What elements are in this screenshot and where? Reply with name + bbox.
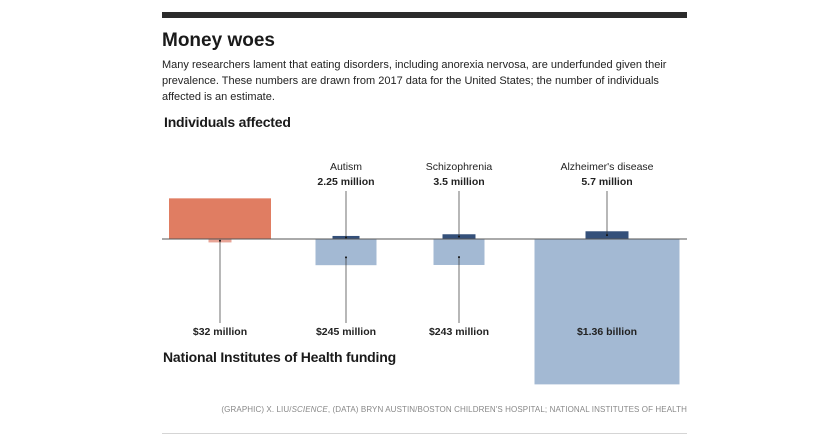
top-category-label-alzheimer-s-disease: Alzheimer's disease xyxy=(560,161,653,173)
bottom-rule xyxy=(162,433,687,434)
top-leader-dot-autism xyxy=(345,236,347,239)
bottom-series-label: National Institutes of Health funding xyxy=(163,349,396,365)
top-value-label-eating-disorders: 30 million xyxy=(196,176,244,188)
top-value-label-schizophrenia: 3.5 million xyxy=(433,176,484,188)
bottom-value-label-eating-disorders: $32 million xyxy=(193,326,247,338)
bottom-leader-dot-schizophrenia xyxy=(458,256,460,259)
credit-suffix: , (DATA) BRYN AUSTIN/BOSTON CHILDREN'S H… xyxy=(327,405,687,414)
bottom-value-label-schizophrenia: $243 million xyxy=(429,326,489,338)
top-category-label-schizophrenia: Schizophrenia xyxy=(426,161,493,173)
bottom-bar-alzheimer-s-disease xyxy=(534,239,680,385)
top-rule xyxy=(162,12,687,18)
chart-description: Many researchers lament that eating diso… xyxy=(162,59,667,103)
bottom-value-label-autism: $245 million xyxy=(316,326,376,338)
top-leader-dot-alzheimer-s-disease xyxy=(606,234,608,237)
chart-title: Money woes xyxy=(162,30,275,51)
top-leader-dot-schizophrenia xyxy=(458,235,460,238)
bottom-value-label-alzheimer-s-disease: $1.36 billion xyxy=(577,326,637,338)
source-credit: (GRAPHIC) X. LIU/SCIENCE, (DATA) BRYN AU… xyxy=(221,405,687,414)
credit-prefix: (GRAPHIC) X. LIU/ xyxy=(221,405,292,414)
bottom-leader-dot-autism xyxy=(345,256,347,259)
credit-emphasis: SCIENCE xyxy=(291,405,328,414)
top-bar-eating-disorders xyxy=(169,198,271,239)
bottom-leader-dot-eating-disorders xyxy=(219,239,221,242)
top-value-label-alzheimer-s-disease: 5.7 million xyxy=(581,176,632,188)
top-category-label-autism: Autism xyxy=(330,161,362,173)
top-series-label: Individuals affected xyxy=(164,114,291,130)
top-category-label-eating-disorders: Eating disorders xyxy=(182,161,258,173)
top-value-label-autism: 2.25 million xyxy=(317,176,374,188)
